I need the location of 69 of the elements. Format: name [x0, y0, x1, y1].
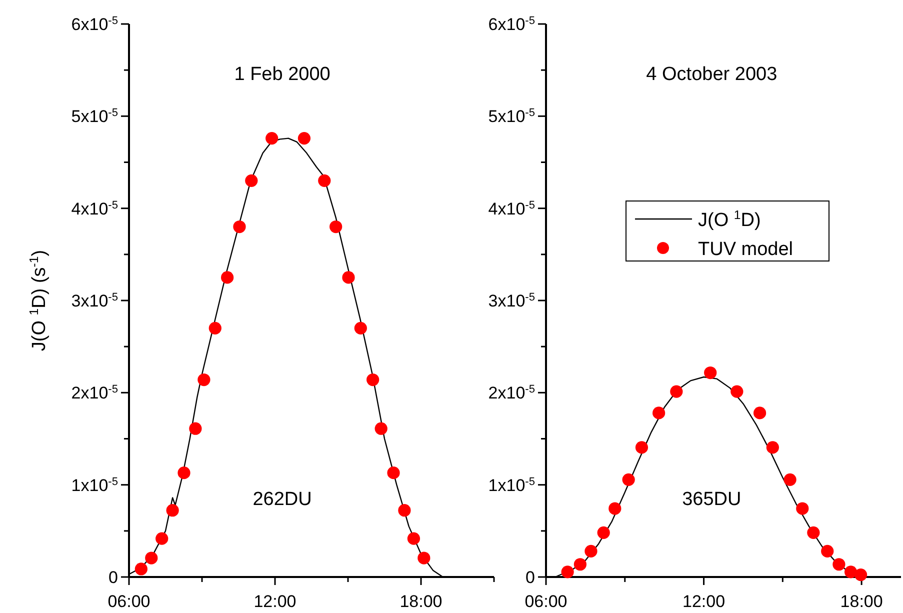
- point: [796, 502, 809, 515]
- point: [354, 322, 367, 334]
- point: [584, 544, 598, 558]
- y-tick-label: 6x10$^{-5}$: [488, 15, 535, 34]
- point: [784, 473, 796, 486]
- point: [766, 441, 779, 454]
- point: [189, 422, 202, 435]
- y-tick-label: 5x10$^{-5}$: [71, 107, 118, 126]
- point: [704, 366, 717, 380]
- point: [670, 385, 683, 398]
- y-tick-label: 6x10$^{-5}$: [71, 15, 118, 34]
- point: [574, 558, 586, 571]
- y-tick-label: 0: [108, 568, 118, 587]
- y-tick-label: 5x10$^{-5}$: [488, 107, 535, 126]
- point: [730, 385, 744, 398]
- point: [854, 568, 868, 582]
- point: [178, 466, 190, 480]
- y-tick-label: 4x10$^{-5}$: [488, 199, 535, 218]
- point: [145, 552, 158, 564]
- y-tick-label: 4x10$^{-5}$: [71, 199, 118, 218]
- text: 1 Feb 2000: [234, 64, 330, 85]
- y-tick-label: 3x10$^{-5}$: [71, 292, 118, 310]
- point: [342, 271, 355, 284]
- point: [652, 406, 666, 420]
- y-tick-label: 2x10$^{-5}$: [488, 384, 535, 403]
- point: [608, 502, 622, 515]
- y-tick-label: 0: [526, 568, 535, 587]
- legend-label: J(O $^{1}$D): [698, 208, 761, 231]
- x-tick-label: 12:00: [254, 592, 296, 611]
- point: [298, 132, 311, 145]
- point: [418, 552, 430, 564]
- point: [807, 526, 820, 539]
- point: [245, 174, 258, 187]
- point: [318, 174, 331, 187]
- point: [398, 504, 411, 517]
- point: [387, 466, 400, 480]
- point: [844, 566, 858, 578]
- point: [622, 473, 635, 486]
- y-tick-label: 1x10$^{-5}$: [71, 476, 118, 495]
- point: [374, 422, 388, 435]
- point: [208, 322, 222, 334]
- point: [635, 441, 648, 454]
- point: [561, 566, 574, 578]
- x-tick-label: 18:00: [400, 592, 442, 611]
- point: [832, 558, 846, 571]
- x-tick-label: 06:00: [524, 592, 568, 611]
- point: [233, 220, 246, 234]
- point: [366, 373, 380, 386]
- point: [266, 132, 278, 145]
- point: [166, 504, 179, 517]
- y-tick-label: 2x10$^{-5}$: [71, 384, 118, 403]
- point: [198, 373, 210, 386]
- x-tick-label: 12:00: [682, 592, 726, 611]
- x-tick-label: 06:00: [108, 592, 150, 611]
- text: 4 October 2003: [646, 64, 778, 85]
- x-tick-label: 18:00: [840, 592, 883, 611]
- point: [407, 532, 420, 545]
- legend-label: TUV model: [698, 239, 794, 260]
- point: [221, 271, 234, 284]
- annotation: 365DU: [682, 489, 742, 510]
- y-tick-label: 1x10$^{-5}$: [488, 476, 535, 495]
- annotation: 262DU: [252, 489, 312, 510]
- y-tick-label: 3x10$^{-5}$: [488, 292, 535, 310]
- point: [156, 532, 168, 545]
- point: [134, 562, 148, 576]
- point: [597, 526, 610, 539]
- point: [330, 220, 342, 234]
- point: [753, 406, 766, 420]
- point: [821, 544, 834, 558]
